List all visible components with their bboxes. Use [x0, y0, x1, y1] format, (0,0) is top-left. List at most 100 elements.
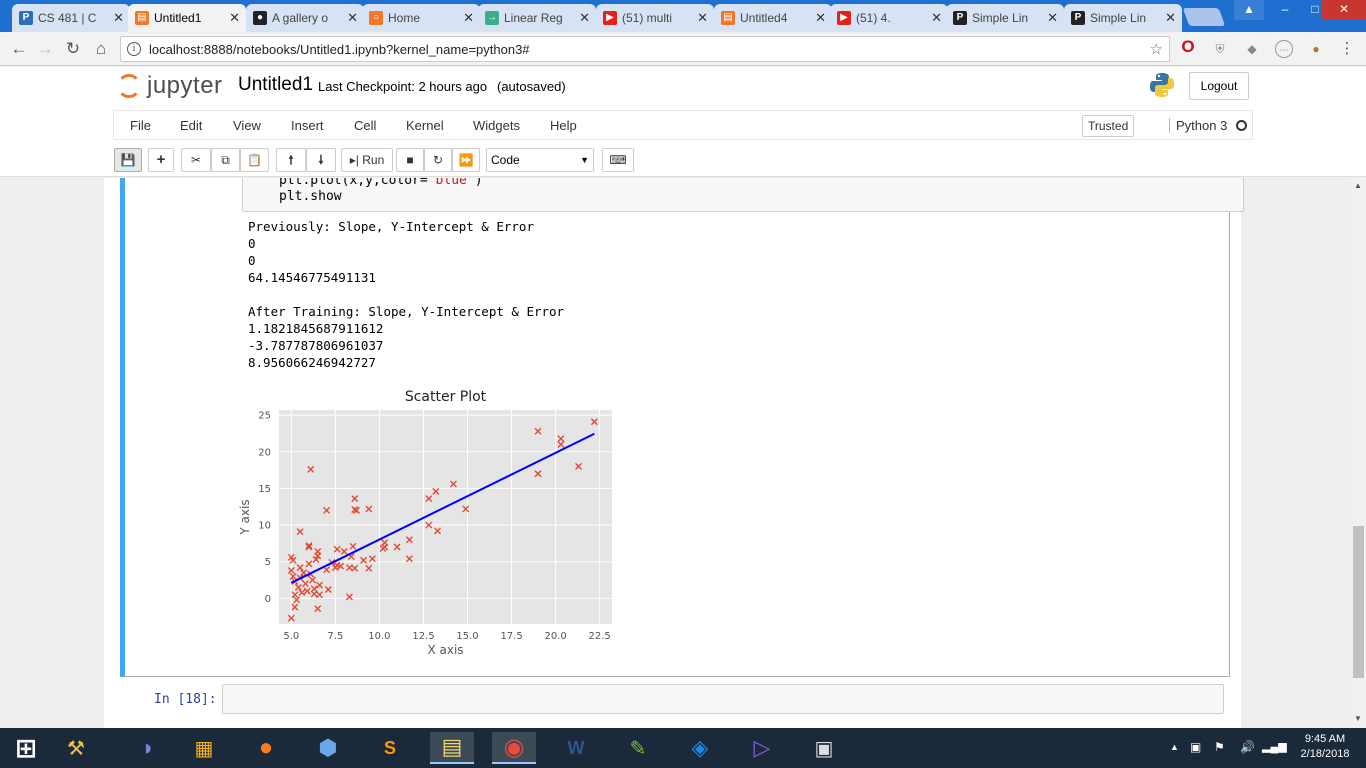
cookie-icon[interactable]: ● [1312, 42, 1320, 56]
user-profile-icon[interactable]: ▲ [1234, 0, 1264, 20]
maximize-icon[interactable]: □ [1311, 2, 1319, 16]
jupyter-logo[interactable]: jupyter [117, 72, 223, 100]
empty-code-cell[interactable] [222, 684, 1224, 714]
forward-icon[interactable]: → [36, 39, 54, 58]
menu-insert[interactable]: Insert [291, 118, 324, 133]
volume-icon[interactable]: 🔊 [1240, 740, 1255, 754]
minimize-icon[interactable]: – [1281, 2, 1289, 16]
scroll-up-icon[interactable]: ▲ [1354, 181, 1362, 190]
data-point [425, 521, 433, 529]
restart-icon[interactable]: ↻ [424, 148, 452, 172]
close-window-icon[interactable]: ✕ [1322, 0, 1366, 20]
vmware-icon[interactable]: ▦ [194, 737, 214, 760]
close-tab-icon[interactable]: ✕ [697, 10, 708, 25]
youtube-icon: ▶ [603, 11, 617, 25]
bookmark-star-icon[interactable]: ☆ [1149, 41, 1163, 58]
browser-tab[interactable]: P Simple Lin ✕ [946, 4, 1064, 32]
cut-icon[interactable]: ✂ [181, 148, 211, 172]
notepad-icon[interactable]: ✎ [629, 737, 647, 760]
home-icon[interactable]: ⌂ [95, 39, 107, 58]
save-icon[interactable]: 💾 [114, 148, 142, 172]
chrome-icon[interactable]: ◉ [492, 732, 536, 764]
terminal-icon[interactable]: ▣ [814, 737, 834, 760]
data-point [305, 560, 313, 568]
tools-icon[interactable]: ⚒ [67, 737, 85, 760]
wifi-signal-icon[interactable]: ▂▄▆ [1262, 741, 1287, 753]
visual-studio-icon[interactable]: ▷ [753, 735, 771, 760]
shield-icon[interactable]: ⛨ [1215, 42, 1225, 56]
jupyter-notebook-icon: ▤ [721, 11, 735, 25]
close-tab-icon[interactable]: ✕ [1165, 10, 1176, 25]
menu-kernel[interactable]: Kernel [406, 118, 444, 133]
close-tab-icon[interactable]: ✕ [931, 10, 942, 25]
notebook-name[interactable]: Untitled1 [238, 74, 313, 95]
menu-view[interactable]: View [233, 118, 261, 133]
menu-widgets[interactable]: Widgets [473, 118, 520, 133]
scroll-down-icon[interactable]: ▼ [1354, 714, 1362, 723]
data-point [289, 556, 297, 564]
opera-icon[interactable]: O [1181, 37, 1195, 56]
menu-edit[interactable]: Edit [180, 118, 203, 133]
extension-icon[interactable]: ◆ [1247, 42, 1257, 56]
tray-network-icon[interactable]: ▣ [1190, 740, 1202, 754]
close-tab-icon[interactable]: ✕ [229, 10, 240, 25]
browser-tab[interactable]: ▶ (51) 4. ✕ [830, 4, 948, 32]
browser-tab[interactable]: ● A gallery o ✕ [246, 4, 364, 32]
data-point [316, 581, 324, 589]
address-bar[interactable]: i localhost:8888/notebooks/Untitled1.ipy… [120, 36, 1170, 62]
eclipse-icon[interactable]: ◑ [139, 735, 153, 760]
file-explorer-icon[interactable]: ▤ [430, 732, 474, 764]
selected-code-cell[interactable]: plt.plot(x,y,color='blue') plt.show Prev… [120, 178, 1244, 677]
menu-cell[interactable]: Cell [354, 118, 377, 133]
interrupt-icon[interactable]: ■ [396, 148, 424, 172]
tray-chevron-icon[interactable]: ▲ [1170, 742, 1179, 752]
teamviewer-icon[interactable]: ◈ [691, 735, 709, 760]
browser-tab[interactable]: → Linear Reg ✕ [478, 4, 596, 32]
move-down-icon[interactable]: 🠗 [306, 148, 336, 172]
browser-tab[interactable]: ○ Home ✕ [362, 4, 480, 32]
menu-file[interactable]: File [130, 118, 151, 133]
paste-icon[interactable]: 📋 [240, 148, 269, 172]
browser-tab[interactable]: P CS 481 | C ✕ [12, 4, 130, 32]
browser-tab[interactable]: P Simple Lin ✕ [1064, 4, 1182, 32]
keyboard-icon[interactable]: ⌨ [602, 148, 634, 172]
output-line: After Training: Slope, Y-Intercept & Err… [248, 304, 565, 319]
cell-type-select[interactable]: Code ▼ [486, 148, 594, 172]
browser-tab[interactable]: ▶ (51) multi ✕ [596, 4, 714, 32]
close-tab-icon[interactable]: ✕ [347, 10, 358, 25]
output-line: 64.14546775491131 [248, 270, 376, 285]
logout-button[interactable]: Logout [1189, 72, 1249, 100]
reload-icon[interactable]: ↻ [65, 39, 81, 58]
menu-help[interactable]: Help [550, 118, 577, 133]
browser-tab[interactable]: ▤ Untitled4 ✕ [714, 4, 832, 32]
run-button[interactable]: ▸| Run [341, 148, 393, 172]
windows-start-icon[interactable]: ⊞ [15, 732, 37, 763]
close-tab-icon[interactable]: ✕ [113, 10, 124, 25]
fast-forward-icon[interactable]: ⏩ [452, 148, 480, 172]
close-tab-icon[interactable]: ✕ [463, 10, 474, 25]
sublime-text-icon[interactable]: S [383, 737, 396, 758]
x-tick-label: 17.5 [500, 631, 522, 642]
close-tab-icon[interactable]: ✕ [1047, 10, 1058, 25]
scrollbar-thumb[interactable] [1353, 526, 1364, 678]
copy-icon[interactable]: ⧉ [211, 148, 240, 172]
new-tab-button[interactable] [1182, 8, 1226, 26]
close-tab-icon[interactable]: ✕ [579, 10, 590, 25]
trusted-indicator[interactable]: Trusted [1082, 115, 1135, 137]
cell-input-area[interactable]: plt.plot(x,y,color='blue') plt.show [242, 178, 1244, 212]
browser-tab[interactable]: ▤ Untitled1 ✕ [128, 4, 246, 32]
insert-cell-icon[interactable]: + [148, 148, 174, 172]
menu-dots-icon[interactable]: ⋮ [1339, 40, 1355, 57]
clock[interactable]: 9:45 AM 2/18/2018 [1296, 733, 1354, 760]
page-scrollbar[interactable]: ▲ ▼ [1351, 178, 1366, 728]
firefox-icon[interactable]: ● [258, 734, 274, 761]
virtualbox-icon[interactable]: ⬢ [318, 735, 338, 760]
info-icon[interactable]: i [127, 42, 141, 56]
close-tab-icon[interactable]: ✕ [815, 10, 826, 25]
tab-label: (51) 4. [856, 11, 891, 25]
tray-action-icon[interactable]: ⚑ [1214, 740, 1225, 754]
circle-extension-icon[interactable]: ⋯ [1275, 40, 1293, 58]
back-icon[interactable]: ← [10, 39, 28, 58]
word-icon[interactable]: W [567, 737, 585, 758]
move-up-icon[interactable]: 🠕 [276, 148, 306, 172]
